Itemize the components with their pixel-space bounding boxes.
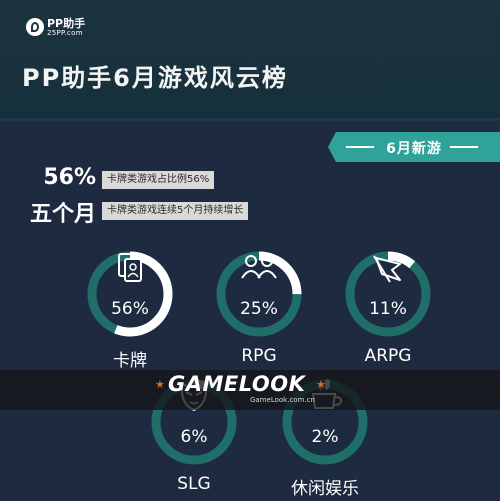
watermark-logo: GAMELOOK: [168, 372, 306, 396]
header-divider: [0, 118, 500, 121]
ring-percent: 25%: [240, 299, 278, 319]
logo-name: PP助手: [47, 17, 86, 30]
ring-chart: [87, 251, 173, 337]
stat-share-note: 卡牌类游戏占比例56%: [102, 171, 215, 189]
logo-domain: 25PP.com: [47, 29, 83, 37]
new-games-label: 6月新游: [386, 141, 442, 157]
ring-percent: 2%: [311, 427, 339, 447]
ring-rpg: 25%: [215, 250, 303, 338]
banner-dash-right: [450, 146, 478, 148]
header: [0, 0, 500, 118]
banner-dash-left: [346, 146, 374, 148]
category-label: ARPG: [364, 346, 412, 366]
watermark-band: [0, 370, 500, 410]
people-icon: [241, 255, 277, 279]
stat-months-note: 卡牌类游戏连续5个月持续增长: [102, 202, 249, 220]
star-icon: ★: [155, 378, 165, 391]
ring-chart: [216, 251, 302, 337]
card-icon: [118, 253, 142, 282]
watermark-url: GameLook.com.cn: [250, 396, 315, 404]
new-games-banner: 6月新游: [328, 132, 500, 162]
stat-months-value: 五个月: [29, 202, 96, 227]
flag-icon: [373, 255, 401, 283]
ring-arpg: 11%: [344, 250, 432, 338]
category-label: RPG: [241, 346, 277, 366]
ring-percent: 6%: [180, 427, 208, 447]
ring-fill: [345, 251, 431, 337]
stat-share-value: 56%: [43, 165, 96, 190]
category-label: 卡牌: [113, 351, 147, 371]
ring-fill: [87, 251, 173, 337]
ring-card: 56%: [86, 250, 174, 338]
star-icon: ★: [316, 378, 326, 391]
pp-logo-icon: [26, 18, 44, 36]
ring-fill: [216, 251, 302, 337]
page-title: PP助手6月游戏风云榜: [22, 64, 288, 92]
category-label: SLG: [177, 474, 211, 494]
category-label: 休闲娱乐: [291, 479, 359, 499]
ring-percent: 11%: [369, 299, 407, 319]
ring-chart: [345, 251, 431, 337]
ring-percent: 56%: [111, 299, 149, 319]
